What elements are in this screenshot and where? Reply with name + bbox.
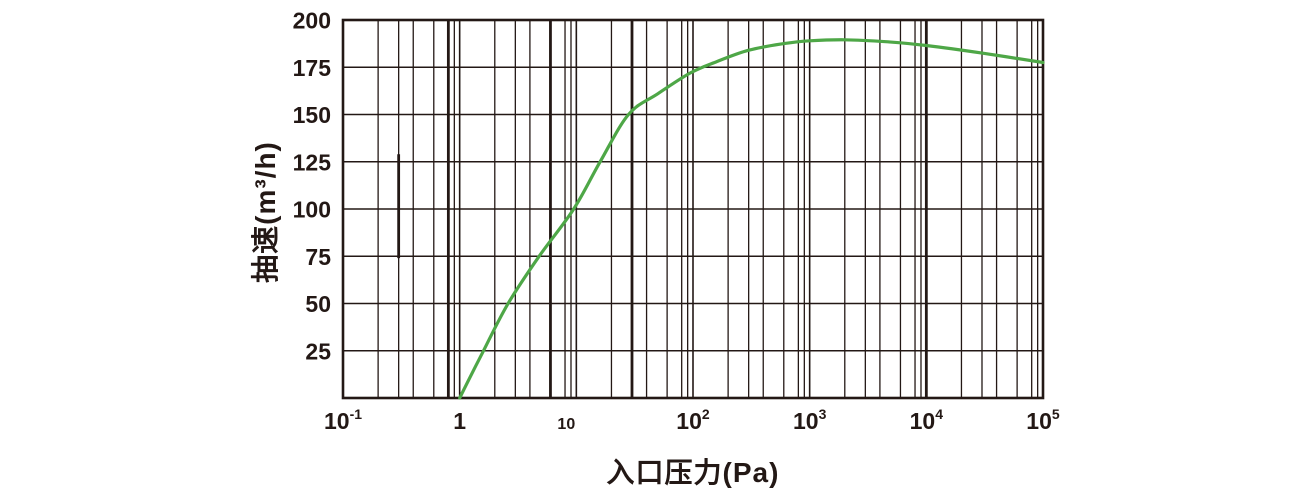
x-tick-label: 10 [557,416,575,433]
y-tick-label-150: 150 [293,102,331,128]
x-tick-label: 103 [793,406,827,434]
y-tick-label-75: 75 [305,244,331,270]
x-tick-label: 104 [910,406,944,434]
y-tick-label-50: 50 [305,291,331,317]
y-tick-label-100: 100 [293,197,331,223]
x-tick-label: 102 [676,406,710,434]
x-tick-label: 10-1 [324,406,362,434]
x-tick-label: 105 [1026,406,1060,434]
x-axis-title: 入口压力(Pa) [606,457,780,488]
y-tick-label-175: 175 [293,55,332,81]
y-tick-label-125: 125 [293,149,332,175]
y-axis-title: 抽速(m³/h) [250,141,281,283]
y-tick-label-25: 25 [305,338,331,364]
pumping-speed-curve [458,38,1045,400]
x-tick-label: 1 [453,408,466,434]
plot-border [341,18,1045,400]
y-tick-label-200: 200 [293,8,331,34]
